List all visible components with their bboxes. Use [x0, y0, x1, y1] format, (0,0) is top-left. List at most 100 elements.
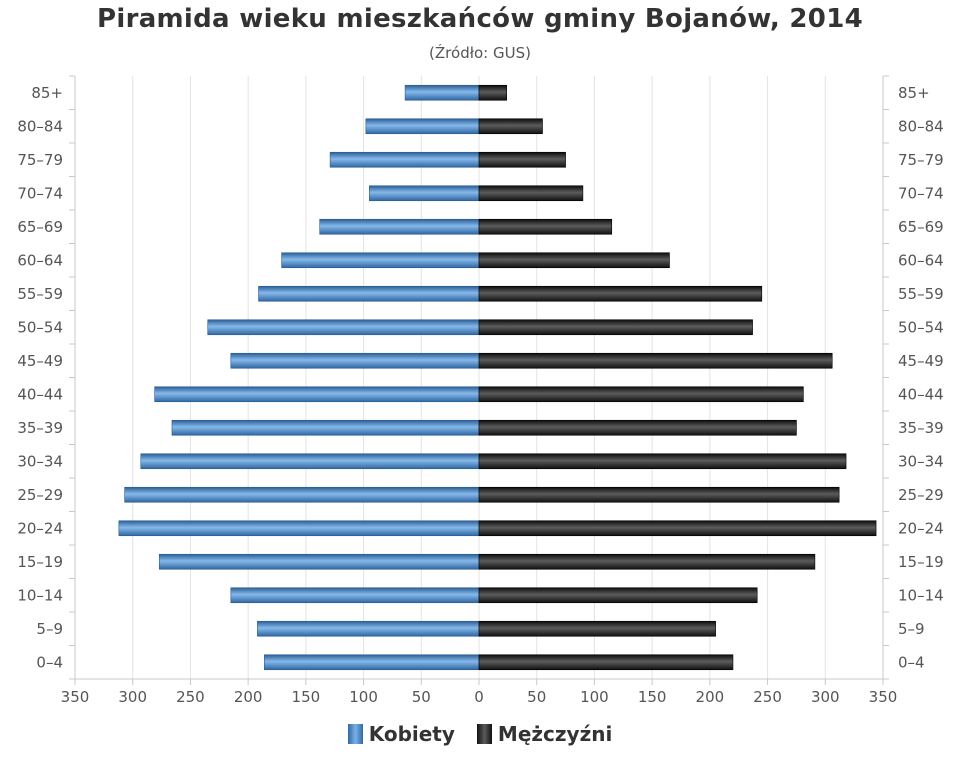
- bar-men: [478, 285, 763, 302]
- y-tick-label-right: 85+: [898, 84, 930, 102]
- x-tick-label: 200: [234, 688, 263, 706]
- y-tick-label-right: 25–29: [898, 486, 944, 504]
- legend-label-men: Mężczyźni: [497, 722, 613, 746]
- y-tick-label-right: 70–74: [898, 184, 944, 202]
- bar-men: [478, 352, 833, 369]
- x-tick-label: 300: [811, 688, 840, 706]
- bar-women: [171, 419, 480, 436]
- bar-men: [478, 252, 670, 269]
- bar-women: [124, 486, 480, 503]
- bar-men: [478, 486, 840, 503]
- x-tick-label: 150: [292, 688, 321, 706]
- y-tick-label-right: 10–14: [898, 586, 944, 604]
- y-tick-label-left: 20–24: [17, 519, 63, 537]
- y-tick-label-right: 15–19: [898, 553, 944, 571]
- bar-men: [478, 151, 566, 168]
- bar-men: [478, 218, 613, 235]
- y-tick-label-left: 75–79: [17, 151, 63, 169]
- bar-women: [258, 285, 480, 302]
- bar-women: [365, 118, 480, 135]
- bar-men: [478, 553, 816, 570]
- y-tick-label-right: 55–59: [898, 285, 944, 303]
- x-tick-label: 250: [176, 688, 205, 706]
- bar-men: [478, 185, 584, 202]
- y-tick-label-left: 15–19: [17, 553, 63, 571]
- y-tick-label-left: 85+: [31, 84, 63, 102]
- y-tick-label-left: 10–14: [17, 586, 63, 604]
- x-tick-label: 100: [580, 688, 609, 706]
- bar-women: [404, 84, 480, 101]
- x-tick-label: 50: [527, 688, 546, 706]
- legend-item-women[interactable]: Kobiety: [347, 722, 455, 746]
- y-tick-label-right: 45–49: [898, 352, 944, 370]
- bar-women: [281, 252, 480, 269]
- y-tick-label-right: 60–64: [898, 251, 944, 269]
- bar-women: [329, 151, 480, 168]
- bar-women: [319, 218, 480, 235]
- bar-women: [230, 587, 480, 604]
- bar-women: [207, 319, 480, 336]
- y-tick-label-right: 0–4: [898, 653, 925, 671]
- bars: [118, 84, 877, 671]
- x-tick-label: 300: [118, 688, 147, 706]
- legend-swatch-men: [476, 724, 492, 744]
- chart-title: Piramida wieku mieszkańców gminy Bojanów…: [97, 4, 863, 34]
- y-tick-label-left: 25–29: [17, 486, 63, 504]
- x-tick-label: 100: [349, 688, 378, 706]
- bar-men: [478, 453, 847, 470]
- chart-subtitle: (Źródło: GUS): [429, 44, 531, 62]
- y-tick-label-left: 5–9: [36, 620, 63, 638]
- bar-women: [118, 520, 480, 537]
- tick-labels: 350 300 250 200 150 100 50 0 50 100 150 200 250 300 35…: [17, 84, 943, 706]
- y-tick-label-left: 80–84: [17, 117, 63, 135]
- bar-men: [478, 118, 543, 135]
- y-tick-label-right: 80–84: [898, 117, 944, 135]
- y-tick-label-left: 50–54: [17, 318, 63, 336]
- x-tick-label: 150: [638, 688, 667, 706]
- y-tick-label-left: 45–49: [17, 352, 63, 370]
- y-tick-label-left: 40–44: [17, 385, 63, 403]
- y-tick-label-left: 35–39: [17, 419, 63, 437]
- bar-women: [369, 185, 480, 202]
- bar-women: [154, 386, 480, 403]
- bar-men: [478, 520, 877, 537]
- legend-label-women: Kobiety: [368, 722, 455, 746]
- bar-men: [478, 419, 797, 436]
- x-tick-label: 50: [412, 688, 431, 706]
- bar-men: [478, 587, 758, 604]
- bar-women: [257, 620, 480, 637]
- x-tick-label: 250: [753, 688, 782, 706]
- legend-swatch-women: [347, 724, 363, 744]
- x-tick-label: 0: [474, 688, 484, 706]
- bar-men: [478, 84, 508, 101]
- legend-item-men[interactable]: Mężczyźni: [476, 722, 613, 746]
- axes: [69, 75, 889, 685]
- y-tick-label-right: 35–39: [898, 419, 944, 437]
- y-tick-label-right: 30–34: [898, 452, 944, 470]
- y-tick-label-right: 75–79: [898, 151, 944, 169]
- x-tick-label: 350: [61, 688, 90, 706]
- y-tick-label-right: 50–54: [898, 318, 944, 336]
- x-tick-label: 200: [696, 688, 725, 706]
- y-tick-label-left: 0–4: [36, 653, 63, 671]
- y-tick-label-right: 65–69: [898, 218, 944, 236]
- y-tick-label-left: 55–59: [17, 285, 63, 303]
- bar-men: [478, 620, 716, 637]
- bar-women: [140, 453, 480, 470]
- bar-women: [158, 553, 480, 570]
- bar-men: [478, 654, 734, 671]
- bar-men: [478, 386, 804, 403]
- y-tick-label-right: 5–9: [898, 620, 925, 638]
- legend: Kobiety Mężczyźni: [0, 722, 960, 746]
- y-tick-label-right: 20–24: [898, 519, 944, 537]
- y-tick-label-right: 40–44: [898, 385, 944, 403]
- bar-women: [230, 352, 480, 369]
- y-tick-label-left: 70–74: [17, 184, 63, 202]
- bar-men: [478, 319, 753, 336]
- y-tick-label-left: 60–64: [17, 251, 63, 269]
- bar-women: [264, 654, 480, 671]
- y-tick-label-left: 65–69: [17, 218, 63, 236]
- x-tick-label: 350: [869, 688, 898, 706]
- y-tick-label-left: 30–34: [17, 452, 63, 470]
